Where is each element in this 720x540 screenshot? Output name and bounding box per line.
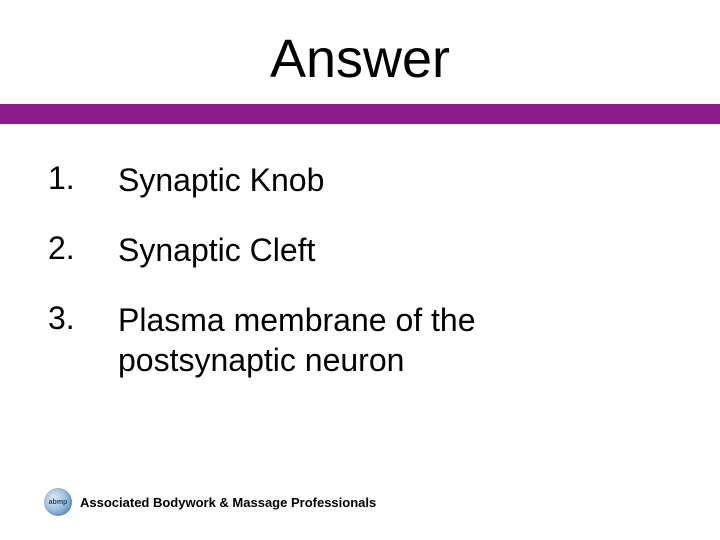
- list-number: 2.: [48, 230, 118, 267]
- list-text: Plasma membrane of the postsynaptic neur…: [118, 300, 660, 380]
- answer-list: 1. Synaptic Knob 2. Synaptic Cleft 3. Pl…: [48, 160, 660, 410]
- footer-text: Associated Bodywork & Massage Profession…: [80, 495, 376, 510]
- list-item: 3. Plasma membrane of the postsynaptic n…: [48, 300, 660, 380]
- list-text: Synaptic Cleft: [118, 230, 315, 270]
- list-number: 1.: [48, 160, 118, 197]
- list-number: 3.: [48, 300, 118, 337]
- slide: Answer 1. Synaptic Knob 2. Synaptic Clef…: [0, 0, 720, 540]
- list-text: Synaptic Knob: [118, 160, 324, 200]
- footer-logo-icon: abmp: [44, 488, 72, 516]
- footer: abmp Associated Bodywork & Massage Profe…: [44, 488, 376, 516]
- footer-logo-text: abmp: [49, 499, 68, 506]
- list-item: 2. Synaptic Cleft: [48, 230, 660, 270]
- title-divider: [0, 104, 720, 124]
- slide-title: Answer: [0, 28, 720, 90]
- list-item: 1. Synaptic Knob: [48, 160, 660, 200]
